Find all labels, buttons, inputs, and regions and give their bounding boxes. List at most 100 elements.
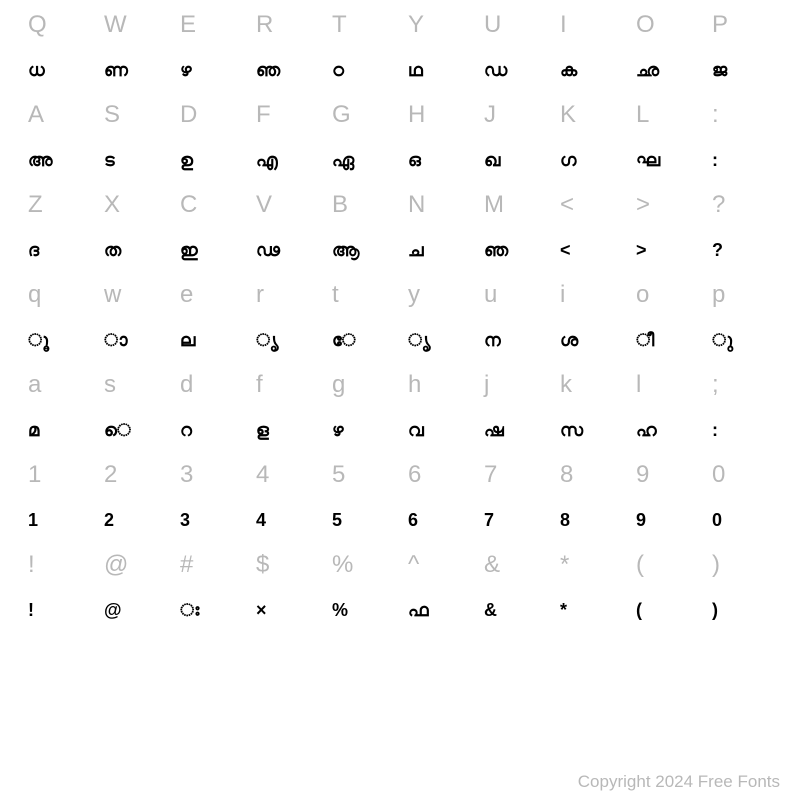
input-char: L	[628, 90, 704, 140]
output-glyph: എ	[248, 140, 324, 180]
input-char: C	[172, 180, 248, 230]
input-char: w	[96, 270, 172, 320]
input-char: 4	[248, 450, 324, 500]
output-glyph: വ	[400, 410, 476, 450]
output-glyph: ഃ	[172, 590, 248, 630]
input-char: h	[400, 360, 476, 410]
output-glyph: മ	[20, 410, 96, 450]
output-glyph: ഉ	[172, 140, 248, 180]
output-glyph: 5	[324, 500, 400, 540]
input-char: *	[552, 540, 628, 590]
input-char: Q	[20, 0, 96, 50]
output-glyph: ഞ	[248, 50, 324, 90]
input-char: N	[400, 180, 476, 230]
input-char: 9	[628, 450, 704, 500]
output-glyph: ഥ	[400, 50, 476, 90]
output-glyph: >	[628, 230, 704, 270]
output-glyph: ഏ	[324, 140, 400, 180]
input-char: X	[96, 180, 172, 230]
output-glyph: ഴ	[172, 50, 248, 90]
input-char: s	[96, 360, 172, 410]
input-char: l	[628, 360, 704, 410]
input-char: <	[552, 180, 628, 230]
output-glyph: ഖ	[476, 140, 552, 180]
output-glyph: ഫ	[400, 590, 476, 630]
input-char: u	[476, 270, 552, 320]
input-char: 6	[400, 450, 476, 500]
input-char: 3	[172, 450, 248, 500]
output-glyph: െ	[96, 410, 172, 450]
output-glyph: ഹ	[628, 410, 704, 450]
input-char: ?	[704, 180, 780, 230]
output-glyph: ു	[704, 320, 780, 360]
input-char: ;	[704, 360, 780, 410]
output-glyph: 8	[552, 500, 628, 540]
input-char: V	[248, 180, 324, 230]
output-glyph: േ	[324, 320, 400, 360]
input-char: j	[476, 360, 552, 410]
input-char: :	[704, 90, 780, 140]
output-glyph: %	[324, 590, 400, 630]
input-char: t	[324, 270, 400, 320]
output-glyph: ജ	[704, 50, 780, 90]
output-glyph: സ	[552, 410, 628, 450]
input-char: I	[552, 0, 628, 50]
input-char: 1	[20, 450, 96, 500]
input-char: W	[96, 0, 172, 50]
input-char: y	[400, 270, 476, 320]
output-glyph: ഷ	[476, 410, 552, 450]
input-char: >	[628, 180, 704, 230]
output-glyph: അ	[20, 140, 96, 180]
input-char: S	[96, 90, 172, 140]
output-glyph: ഘ	[628, 140, 704, 180]
input-char: @	[96, 540, 172, 590]
input-char: k	[552, 360, 628, 410]
input-char: D	[172, 90, 248, 140]
input-char: i	[552, 270, 628, 320]
output-glyph: ഒ	[400, 140, 476, 180]
character-map-grid: QWERTYUIOPധണഴഞഠഥഡകഛജASDFGHJKL:അടഉഎഏഒഖഗഘ:…	[0, 0, 800, 630]
input-char: Y	[400, 0, 476, 50]
input-char: O	[628, 0, 704, 50]
input-char: 8	[552, 450, 628, 500]
input-char: #	[172, 540, 248, 590]
output-glyph: )	[704, 590, 780, 630]
output-glyph: <	[552, 230, 628, 270]
input-char: f	[248, 360, 324, 410]
output-glyph: ാ	[96, 320, 172, 360]
input-char: p	[704, 270, 780, 320]
input-char: r	[248, 270, 324, 320]
input-char: A	[20, 90, 96, 140]
input-char: F	[248, 90, 324, 140]
output-glyph: ന	[476, 320, 552, 360]
output-glyph: ഛ	[628, 50, 704, 90]
output-glyph: 9	[628, 500, 704, 540]
output-glyph: ‍ൃ	[248, 320, 324, 360]
output-glyph: *	[552, 590, 628, 630]
output-glyph: ള	[248, 410, 324, 450]
output-glyph: ഢ	[248, 230, 324, 270]
input-char: d	[172, 360, 248, 410]
input-char: a	[20, 360, 96, 410]
output-glyph: ഗ	[552, 140, 628, 180]
input-char: E	[172, 0, 248, 50]
input-char: $	[248, 540, 324, 590]
copyright-footer: Copyright 2024 Free Fonts	[578, 772, 780, 792]
input-char: ^	[400, 540, 476, 590]
input-char: &	[476, 540, 552, 590]
output-glyph: ×	[248, 590, 324, 630]
input-char: 5	[324, 450, 400, 500]
output-glyph: 7	[476, 500, 552, 540]
output-glyph: ീ	[628, 320, 704, 360]
input-char: 0	[704, 450, 780, 500]
output-glyph: :	[704, 140, 780, 180]
output-glyph: ?	[704, 230, 780, 270]
output-glyph: 0	[704, 500, 780, 540]
output-glyph: ദ	[20, 230, 96, 270]
output-glyph: ല	[172, 320, 248, 360]
output-glyph: ച	[400, 230, 476, 270]
input-char: )	[704, 540, 780, 590]
output-glyph: 3	[172, 500, 248, 540]
output-glyph: ഞ	[476, 230, 552, 270]
input-char: Z	[20, 180, 96, 230]
